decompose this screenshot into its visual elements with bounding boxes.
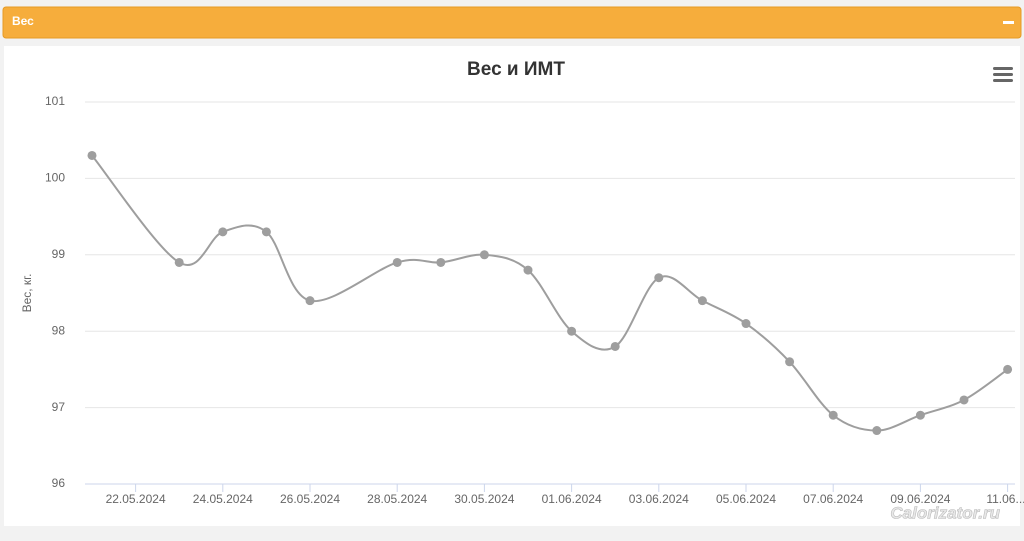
y-tick-label: 97 [52, 400, 66, 414]
y-axis-label: Вес, кг. [20, 274, 34, 313]
data-point [610, 341, 620, 351]
x-tick-label: 24.05.2024 [193, 492, 253, 506]
data-point [567, 326, 577, 336]
data-point [872, 426, 882, 436]
data-point [915, 410, 925, 420]
y-tick-label: 101 [45, 94, 65, 108]
y-tick-label: 100 [45, 171, 65, 185]
panel-header [2, 6, 1022, 39]
y-tick-label: 98 [52, 323, 66, 337]
data-point [785, 357, 795, 367]
data-point [479, 250, 489, 260]
x-tick-label: 26.05.2024 [280, 492, 340, 506]
collapse-button[interactable] [1003, 21, 1014, 24]
x-tick-label: 11.06.... [986, 492, 1024, 506]
watermark: Calorizator.ru [890, 503, 1000, 522]
data-point [392, 257, 402, 267]
x-tick-label: 03.06.2024 [629, 492, 689, 506]
x-tick-label: 28.05.2024 [367, 492, 427, 506]
x-tick-label: 07.06.2024 [803, 492, 863, 506]
data-point [654, 273, 664, 283]
data-point [218, 227, 228, 237]
data-point [828, 410, 838, 420]
x-tick-label: 22.05.2024 [106, 492, 166, 506]
data-point [959, 395, 969, 405]
data-point [87, 150, 97, 160]
panel-title: Вес [12, 14, 34, 28]
x-tick-label: 01.06.2024 [542, 492, 602, 506]
y-tick-label: 96 [52, 476, 66, 490]
menu-bar [993, 79, 1013, 82]
chart-panel [4, 46, 1020, 526]
data-point [697, 296, 707, 306]
y-tick-label: 99 [52, 247, 66, 261]
data-point [305, 296, 315, 306]
menu-button[interactable] [993, 67, 1013, 82]
data-point [523, 265, 533, 275]
menu-bar [993, 73, 1013, 76]
data-point [261, 227, 271, 237]
chart-title: Вес и ИМТ [467, 59, 565, 80]
data-point [174, 257, 184, 267]
menu-bar [993, 67, 1013, 70]
data-point [1003, 364, 1013, 374]
x-tick-label: 09.06.2024 [890, 492, 950, 506]
x-tick-label: 05.06.2024 [716, 492, 776, 506]
data-point [436, 257, 446, 267]
data-point [741, 319, 751, 329]
x-tick-label: 30.05.2024 [454, 492, 514, 506]
